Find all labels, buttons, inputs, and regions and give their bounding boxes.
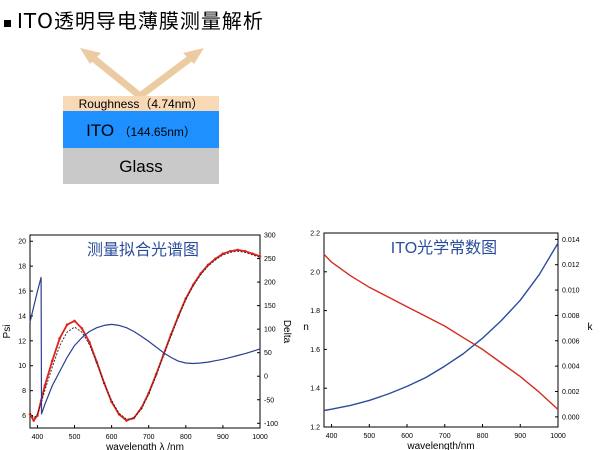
y2-tick-label: 50 [264, 350, 272, 357]
y-tick-label: 18 [18, 264, 26, 271]
psi-measured-line-point [80, 327, 84, 330]
delta-line [29, 276, 261, 415]
psi-measured-line [29, 249, 261, 422]
y-axis-label: n [303, 322, 309, 333]
chart-title: 测量拟合光谱图 [87, 241, 199, 259]
reflection-arrow-icon [85, 51, 199, 101]
ito-label-main: ITO [86, 121, 114, 140]
y2-tick-label: 0.004 [562, 364, 580, 371]
page-title-text: ITO透明导电薄膜测量解析 [17, 8, 264, 33]
psi-measured-line-point [32, 419, 36, 422]
psi-measured-line-point [43, 384, 47, 387]
x-tick-label: 500 [69, 434, 81, 441]
y-tick-label: 10 [18, 363, 26, 370]
x-tick-label: 500 [363, 433, 375, 440]
y-tick-label: 6 [22, 413, 26, 420]
psi-measured-line-point [50, 359, 54, 363]
y2-tick-label: 250 [264, 256, 276, 263]
x-axis-label: wavelength λ /nm [105, 442, 184, 450]
y2-tick-label: 0.010 [562, 288, 580, 295]
y2-axis-label: k [588, 322, 594, 333]
glass-label: Glass [119, 157, 162, 176]
roughness-layer [63, 96, 219, 111]
psi-measured-line-point [258, 254, 262, 258]
y-tick-label: 2.0 [310, 269, 320, 276]
psi-measured-line-point [191, 283, 195, 287]
ito-layer [63, 111, 219, 148]
psi-measured-line-point [206, 263, 210, 267]
y2-tick-label: 100 [264, 327, 276, 334]
y-tick-label: 14 [18, 313, 26, 320]
y2-tick-label: 0.014 [562, 237, 580, 244]
ito-label: ITO （144.65nm） [86, 121, 196, 140]
y-tick-label: 20 [18, 239, 26, 246]
optical-constants-chart: 400 500 600 700 800 900 1000 1.2 1.4 1.6 1.8 2.0 2.2… [303, 231, 594, 450]
x-tick-label: 900 [514, 433, 526, 440]
glass-substrate [63, 148, 219, 184]
y-tick-label: 1.4 [310, 386, 320, 393]
y-tick-label: 1.8 [310, 308, 320, 315]
n-curve [323, 253, 559, 411]
fit-spectrum-chart: 400 500 600 700 800 900 100068101214161820-100… [2, 233, 292, 450]
y2-axis-label: Delta [281, 320, 292, 344]
psi-measured-line-point [236, 248, 240, 252]
plot-frame [29, 234, 261, 429]
k-curve [323, 242, 559, 412]
y2-tick-label: 300 [264, 233, 276, 240]
y-axis-label: Psi [2, 325, 13, 339]
x-tick-label: 900 [217, 434, 229, 441]
plot-frame [323, 232, 559, 428]
arrowhead-right-icon [183, 48, 204, 64]
x-tick-label: 700 [143, 434, 155, 441]
x-tick-label: 400 [326, 433, 338, 440]
y2-tick-label: -100 [264, 421, 278, 428]
y-tick-label: 16 [18, 289, 26, 296]
psi-measured-line-point [125, 419, 128, 422]
x-axis-label: wavelength/nm [406, 441, 474, 450]
y-tick-label: 12 [18, 338, 26, 345]
y2-tick-label: -50 [264, 397, 274, 404]
x-tick-label: 1000 [252, 434, 268, 441]
arrowhead-left-icon [80, 48, 101, 64]
roughness-label: Roughness（4.74nm） [79, 97, 204, 111]
psi-measured-line-point [73, 319, 76, 323]
y-tick-label: 1.2 [310, 425, 320, 432]
psi-measured-line-point [88, 340, 91, 344]
x-tick-label: 600 [401, 433, 413, 440]
y2-tick-label: 0.006 [562, 338, 580, 345]
chart-title: ITO光学常数图 [391, 239, 497, 257]
y2-tick-label: 0 [264, 374, 268, 381]
bullet-icon [4, 19, 11, 27]
y2-tick-label: 0.002 [562, 389, 580, 396]
psi-fit-line [29, 250, 261, 420]
ito-layer-diagram: Roughness（4.74nm） ITO （144.65nm） Glass [63, 48, 219, 184]
y2-tick-label: 0.012 [562, 262, 580, 269]
ito-label-thickness: （144.65nm） [119, 125, 196, 139]
page-title: ITO透明导电薄膜测量解析 [4, 4, 264, 34]
x-tick-label: 800 [477, 433, 489, 440]
x-tick-label: 1000 [550, 433, 566, 440]
psi-measured-line-point [58, 337, 61, 340]
x-tick-label: 400 [32, 434, 44, 441]
x-tick-label: 600 [106, 434, 118, 441]
x-tick-label: 800 [180, 434, 192, 441]
y2-tick-label: 150 [264, 303, 276, 310]
y-tick-label: 1.6 [310, 347, 320, 354]
x-tick-label: 700 [439, 433, 451, 440]
y-tick-label: 2.2 [310, 231, 320, 238]
y2-tick-label: 0.008 [562, 313, 580, 320]
y-tick-label: 8 [22, 388, 26, 395]
y2-tick-label: 200 [264, 280, 276, 287]
psi-measured-line-point [65, 323, 69, 326]
y2-tick-label: 0.000 [562, 414, 580, 421]
